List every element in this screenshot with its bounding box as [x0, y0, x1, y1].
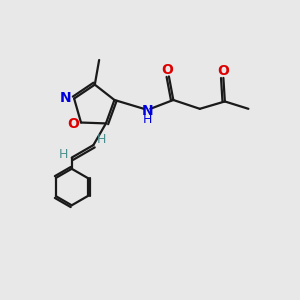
Text: H: H	[97, 133, 106, 146]
Text: O: O	[161, 63, 173, 77]
Text: N: N	[60, 91, 72, 105]
Text: O: O	[68, 117, 79, 131]
Text: H: H	[143, 112, 152, 126]
Text: H: H	[59, 148, 68, 160]
Text: N: N	[142, 104, 153, 118]
Text: O: O	[218, 64, 229, 78]
